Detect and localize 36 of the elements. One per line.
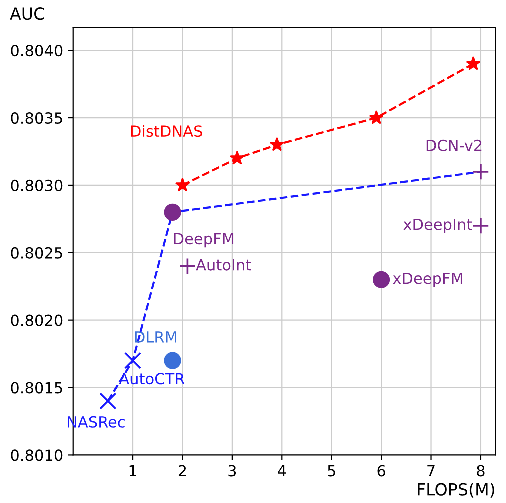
y-tick-label: 0.8025 (11, 247, 62, 259)
point (472, 217, 490, 234)
x-tick-label: 1 (130, 465, 136, 477)
series-label: DeepFM (174, 233, 234, 248)
x-tick-label: 2 (178, 465, 186, 477)
point (270, 137, 284, 152)
point (179, 258, 196, 275)
y-axis-title: AUC (10, 8, 44, 20)
point (373, 271, 390, 288)
x-tick-label: 8 (477, 465, 485, 477)
text: DistDNAS (131, 125, 202, 138)
series-label: AutoInt (196, 259, 252, 271)
x-tick-label: 3 (228, 465, 236, 477)
x-axis-title: FLOPS(M) (418, 483, 494, 498)
point (466, 56, 481, 70)
series-label: DCN-v2 (426, 140, 482, 152)
x-tick-label: 6 (378, 465, 386, 477)
series-label: xDeepInt (404, 219, 472, 234)
x-tick-label: 5 (328, 465, 336, 477)
y-tick-label: 0.8015 (11, 382, 62, 394)
y-tick-label: 0.8030 (11, 180, 63, 192)
point (124, 352, 142, 370)
y-tick-label: 0.8020 (11, 314, 63, 326)
point (472, 163, 490, 181)
point (369, 110, 384, 124)
point (175, 178, 190, 192)
x-tick-label: 7 (428, 465, 435, 477)
x-tick-label: 4 (278, 465, 286, 477)
y-tick-label: 0.8010 (11, 450, 63, 462)
y-tick-label: 0.8040 (11, 45, 63, 57)
point (100, 392, 117, 410)
point (164, 204, 182, 221)
point (230, 150, 245, 165)
y-tick-label: 0.8035 (11, 112, 62, 124)
point (164, 352, 182, 370)
series-label: xDeepFM (393, 272, 462, 288)
